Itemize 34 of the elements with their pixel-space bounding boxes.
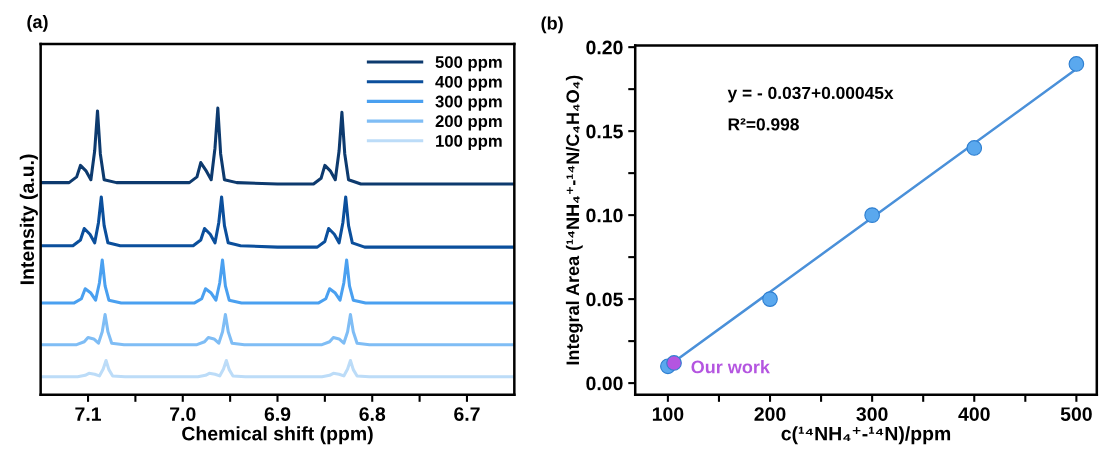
x-tick-label: 500 — [1060, 407, 1092, 421]
annotation: Our work — [691, 360, 770, 374]
chart-title: (a) — [27, 14, 48, 32]
legend-label: 500 ppm — [435, 56, 502, 72]
x-tick-label: 100 — [652, 407, 684, 421]
x-tick-label: 7.1 — [75, 407, 101, 421]
x-axis-title: c(¹⁴NH₄⁺-¹⁴N)/ppm — [781, 426, 951, 445]
x-tick-label: 7.0 — [170, 407, 196, 421]
x-tick-label: 200 — [754, 407, 786, 421]
annotation: R²=0.998 — [728, 118, 799, 131]
y-tick-label: 0.20 — [586, 40, 623, 55]
legend-label: 200 ppm — [435, 115, 502, 131]
y-tick-label: 0.15 — [586, 124, 623, 139]
x-tick-label: 6.8 — [359, 407, 386, 421]
y-tick-label: 0.05 — [586, 292, 623, 307]
y-tick-label: 0.10 — [586, 208, 623, 223]
point — [666, 355, 682, 371]
legend-label: 100 ppm — [436, 135, 502, 151]
legend-label: 300 ppm — [435, 95, 502, 111]
legend-label: 400 ppm — [435, 75, 502, 91]
x-tick-label: 6.7 — [454, 407, 480, 421]
y-axis-title: Intensity (a.u.) — [19, 154, 38, 285]
y-axis-title: Integral Area (¹⁴NH₄⁺-¹⁴N/C₄H₄O₄) — [565, 75, 583, 365]
y-tick-label: 0.00 — [586, 376, 623, 391]
annotation: y = - 0.037+0.00045x — [727, 86, 894, 103]
x-tick-label: 6.9 — [264, 407, 291, 421]
chart-title: (b) — [541, 16, 563, 34]
x-axis-title: Chemical shift (ppm) — [182, 426, 373, 445]
point — [1068, 56, 1085, 72]
point — [864, 207, 880, 223]
x-tick-label: 300 — [856, 407, 888, 421]
x-tick-label: 400 — [958, 407, 990, 421]
point — [762, 291, 778, 307]
point — [966, 140, 983, 156]
